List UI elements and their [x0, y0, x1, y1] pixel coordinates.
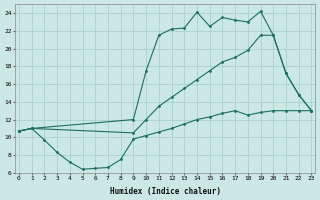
- X-axis label: Humidex (Indice chaleur): Humidex (Indice chaleur): [110, 187, 221, 196]
